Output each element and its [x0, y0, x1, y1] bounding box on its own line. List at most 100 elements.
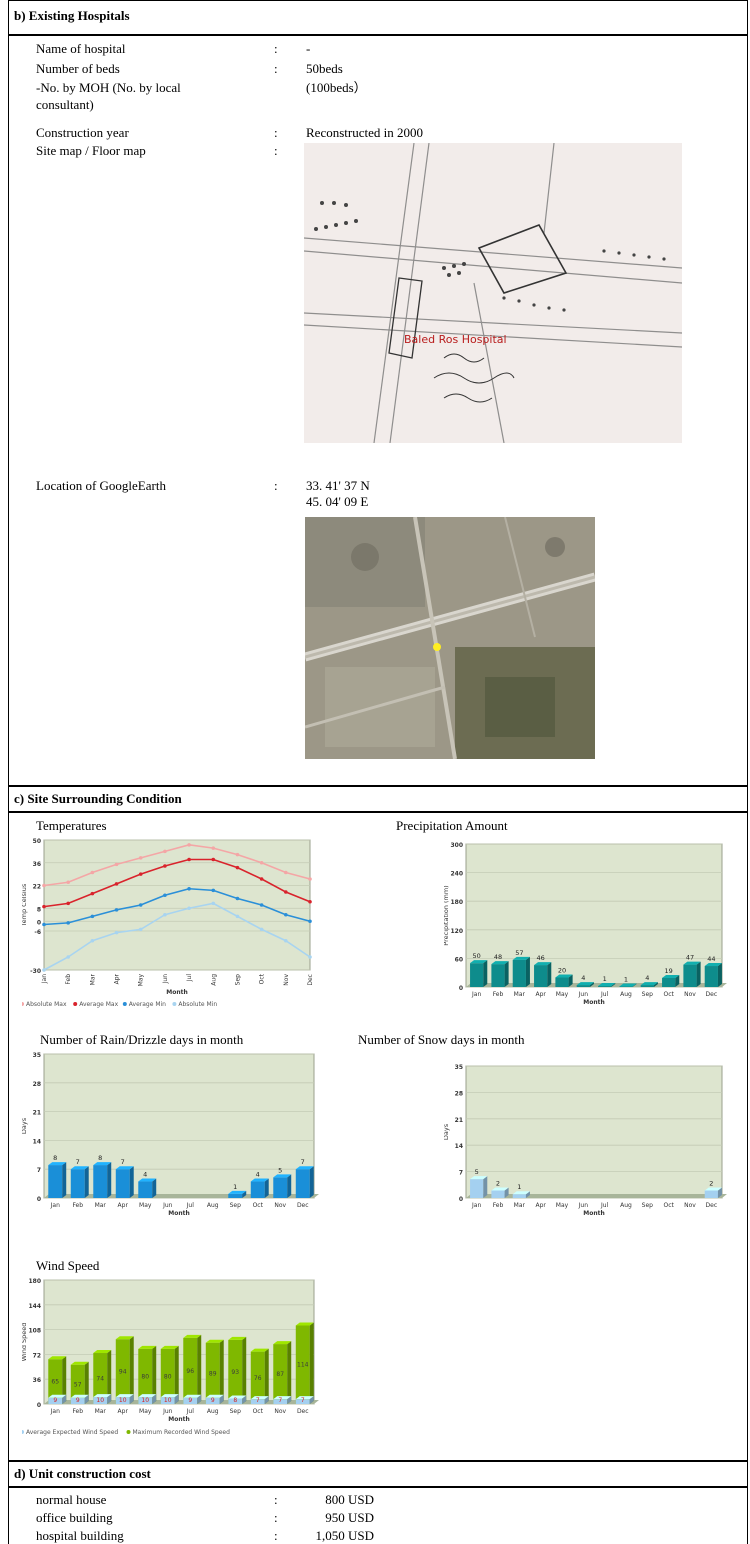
y-tick-label: 180 [28, 1278, 41, 1285]
data-point [90, 914, 95, 919]
bar-side [483, 1176, 488, 1198]
data-label: 9 [188, 1397, 192, 1404]
bar [228, 1398, 243, 1404]
y-axis-label: Precipitation (mm) [444, 885, 450, 945]
data-label: 87 [276, 1371, 284, 1378]
data-point [211, 857, 216, 862]
bar-top [704, 963, 722, 967]
x-tick-label: Nov [274, 1202, 286, 1209]
data-label: 46 [537, 954, 545, 962]
bar-top [512, 956, 530, 960]
section-b-title: b) Existing Hospitals [14, 8, 130, 23]
data-label: 20 [558, 966, 566, 974]
data-label: 7 [256, 1397, 260, 1404]
legend-marker [172, 1002, 177, 1006]
data-point [187, 857, 191, 862]
data-label: 57 [74, 1381, 82, 1388]
bar-side [287, 1174, 292, 1198]
y-tick-label: 14 [33, 1138, 41, 1145]
bar-top [273, 1341, 292, 1345]
x-axis-label: Month [166, 989, 188, 996]
x-tick-label: Feb [72, 1408, 83, 1415]
y-tick-label: 22 [33, 884, 41, 891]
bar-top [93, 1162, 112, 1166]
x-tick-label: May [556, 991, 569, 998]
x-tick-label: Dec [706, 1202, 718, 1209]
bar-side [129, 1166, 134, 1198]
bar [48, 1359, 63, 1404]
beds-value: 50beds [306, 61, 343, 76]
x-axis-label: Month [168, 1210, 190, 1217]
section-d-title: d) Unit construction cost [14, 1466, 151, 1481]
bar [704, 966, 718, 987]
bar-side [129, 1394, 134, 1404]
data-point [42, 883, 46, 888]
bar-top [470, 1176, 488, 1180]
data-point [163, 893, 167, 898]
data-point [259, 903, 264, 907]
x-axis-label: Month [583, 999, 605, 1006]
series-line [43, 858, 311, 908]
x-tick-label: Mar [95, 1202, 107, 1209]
data-point [235, 852, 240, 857]
y-tick-label: 120 [450, 928, 463, 935]
data-point [259, 877, 264, 881]
data-label: 74 [96, 1376, 104, 1383]
chart-floor [44, 1194, 319, 1198]
y-tick-label: 108 [28, 1328, 41, 1335]
bar-top [115, 1394, 134, 1398]
rain-days-title: Number of Rain/Drizzle days in month [40, 1032, 244, 1047]
bar-side [483, 960, 488, 987]
data-label: 94 [119, 1369, 127, 1376]
bar-side [611, 983, 616, 987]
bar-top [48, 1356, 67, 1360]
x-tick-label: Feb [72, 1202, 83, 1209]
page-frame [8, 0, 748, 1544]
data-point [284, 890, 288, 894]
temperatures-title: Temperatures [36, 818, 107, 833]
data-point [163, 849, 167, 854]
bar [70, 1397, 85, 1404]
bar-side [107, 1162, 112, 1198]
x-tick-label: Mar [514, 1202, 526, 1209]
y-tick-label: 72 [33, 1352, 41, 1359]
rule [8, 1460, 748, 1462]
rule [8, 0, 748, 1]
bar-side [589, 982, 594, 987]
data-point [90, 870, 95, 875]
legend-label: Absolute Min [178, 1001, 217, 1008]
x-tick-label: Jul [600, 991, 609, 998]
bar-side [242, 1336, 247, 1404]
data-point [138, 856, 143, 860]
x-tick-label: Aug [207, 1202, 219, 1209]
series-line [43, 902, 311, 971]
y-tick-label: 14 [455, 1143, 463, 1150]
data-label: 10 [119, 1397, 127, 1404]
data-point [114, 930, 119, 935]
data-point [235, 896, 240, 901]
bar-top [228, 1395, 247, 1399]
bar [160, 1397, 175, 1404]
data-label: 10 [141, 1397, 149, 1404]
bar-side [152, 1345, 157, 1404]
legend-marker [22, 1002, 24, 1006]
x-tick-label: Jul [600, 1202, 609, 1209]
x-tick-label: Apr [535, 991, 546, 998]
plot-area [465, 1065, 723, 1199]
data-point [114, 862, 119, 867]
longitude: 45. 04' 09 E [306, 494, 369, 509]
satellite-image [305, 517, 595, 759]
x-tick-label: May [556, 1202, 569, 1209]
x-tick-label: Apr [118, 1408, 129, 1415]
cost-value: 1,050 USD [315, 1528, 374, 1543]
bar-top [138, 1178, 157, 1182]
data-label: 4 [256, 1171, 260, 1179]
moh-beds-value: (100beds） [306, 80, 367, 95]
x-axis-label: Month [168, 1416, 190, 1423]
construction-label: Construction year [36, 125, 129, 140]
x-tick-label: Apr [535, 1202, 546, 1209]
bar-top [273, 1174, 292, 1178]
data-label: 5 [475, 1168, 479, 1176]
data-point [235, 865, 240, 870]
bar-top [160, 1345, 179, 1349]
